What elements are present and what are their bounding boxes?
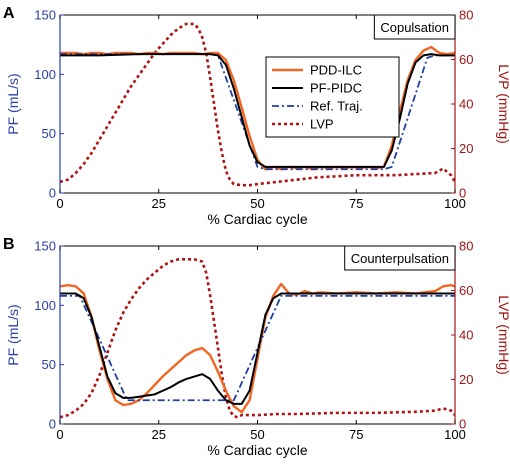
plot-frame (59, 245, 456, 425)
y-left-tick-label: 100 (34, 298, 56, 313)
legend-label: LVP (310, 117, 334, 132)
y-right-tick-label: 60 (459, 52, 473, 67)
y-left-axis-title: PF (mL/s) (5, 73, 21, 134)
y-right-tick-label: 20 (459, 372, 473, 387)
series-line-pdd-ilc (60, 282, 455, 414)
x-tick-label: 50 (250, 427, 264, 442)
x-tick-label: 75 (349, 427, 363, 442)
y-right-axis-title: LVP (mmHg) (496, 295, 510, 375)
y-right-tick-label: 80 (459, 8, 473, 23)
y-right-tick-label: 40 (459, 97, 473, 112)
annotation-box (344, 245, 456, 271)
legend-label: Ref. Traj. (310, 99, 363, 114)
series-line-pf-pidc (60, 53, 455, 168)
y-right-tick-label: 40 (459, 328, 473, 343)
x-tick-label: 100 (444, 196, 466, 211)
annotation-label: Copulsation (380, 20, 449, 35)
series-line-lvp (60, 258, 455, 419)
legend: PDD-ILC PF-PIDC Ref. Traj. LVP (265, 56, 400, 138)
x-tick-label: 25 (152, 427, 166, 442)
legend-label: PF-PIDC (310, 81, 362, 96)
y-right-tick-label: 0 (459, 186, 466, 201)
x-tick-label: 0 (56, 427, 63, 442)
series-line-ref-traj (60, 294, 455, 402)
y-left-tick-label: 100 (34, 67, 56, 82)
x-tick-label: 50 (250, 196, 264, 211)
series-line-lvp (60, 22, 455, 187)
y-right-tick-label: 80 (459, 239, 473, 254)
y-left-axis-title: PF (mL/s) (5, 304, 21, 365)
x-tick-label: 100 (444, 427, 466, 442)
y-right-tick-label: 0 (459, 417, 466, 432)
y-left-tick-label: 0 (49, 186, 56, 201)
series-group (60, 258, 455, 419)
annotation-box (373, 14, 456, 40)
x-tick-label: 25 (152, 196, 166, 211)
series-line-pf-pidc (60, 292, 455, 405)
x-tick-label: 75 (349, 196, 363, 211)
y-left-tick-label: 0 (49, 417, 56, 432)
y-left-tick-label: 150 (34, 239, 56, 254)
annotation-label: Counterpulsation (351, 251, 449, 266)
y-left-tick-label: 150 (34, 8, 56, 23)
series-line-pdd-ilc (60, 45, 455, 171)
y-right-tick-label: 20 (459, 141, 473, 156)
y-left-tick-label: 50 (42, 126, 56, 141)
series-group (60, 22, 455, 187)
x-axis-title: % Cardiac cycle (207, 442, 308, 458)
panel-letter: B (3, 236, 15, 253)
legend-label: PDD-ILC (310, 63, 362, 78)
y-left-tick-label: 50 (42, 357, 56, 372)
y-right-tick-label: 60 (459, 283, 473, 298)
x-axis-title: % Cardiac cycle (207, 211, 308, 227)
panel-letter: A (3, 5, 15, 22)
y-right-axis-title: LVP (mmHg) (496, 64, 510, 144)
x-tick-label: 0 (56, 196, 63, 211)
